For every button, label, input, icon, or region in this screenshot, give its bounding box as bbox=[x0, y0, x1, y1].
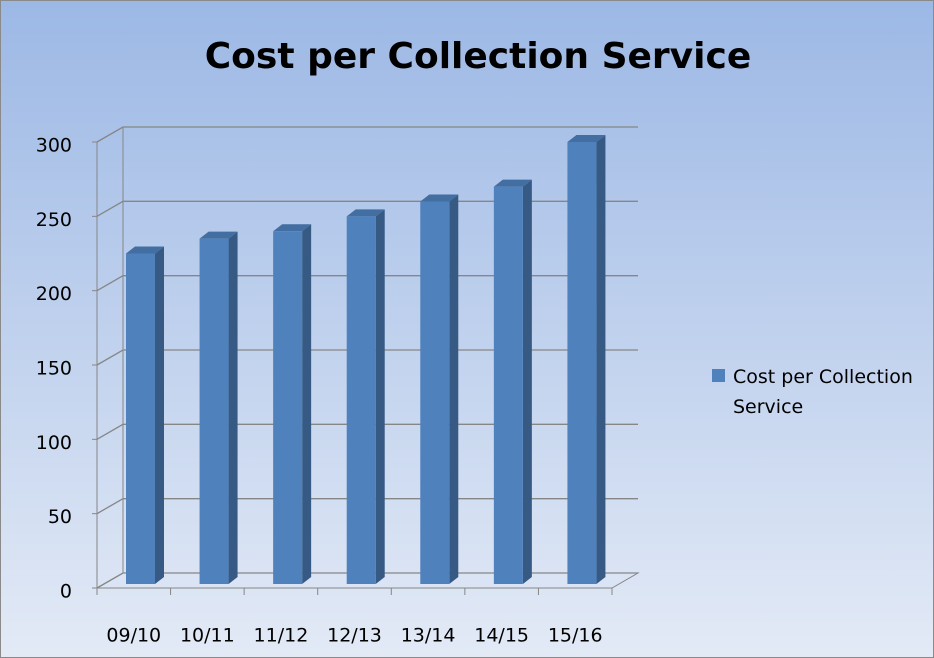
bar-top bbox=[126, 246, 164, 254]
x-tick-label: 13/14 bbox=[401, 625, 456, 647]
bar-front bbox=[199, 238, 229, 584]
grid-line bbox=[96, 349, 638, 366]
legend: Cost per Collection Service bbox=[712, 362, 927, 422]
bar bbox=[273, 224, 312, 584]
x-tick-label: 14/15 bbox=[474, 625, 529, 647]
bar-top bbox=[493, 179, 532, 187]
x-tick-label: 15/16 bbox=[548, 625, 603, 647]
grid-line bbox=[96, 126, 638, 143]
bar-top bbox=[567, 135, 606, 142]
bar-side bbox=[522, 179, 532, 584]
grid-line bbox=[96, 200, 638, 217]
legend-label: Cost per Collection Service bbox=[733, 366, 913, 418]
x-tick-label: 09/10 bbox=[106, 625, 161, 647]
bar-side bbox=[155, 246, 164, 584]
bar-front bbox=[126, 253, 155, 584]
bar bbox=[199, 231, 238, 584]
bar-side bbox=[449, 194, 459, 584]
bar-top bbox=[420, 194, 459, 202]
y-tick-label: 50 bbox=[48, 506, 72, 528]
x-tick-label: 11/12 bbox=[254, 625, 309, 647]
bar-top bbox=[273, 224, 312, 232]
y-tick-label: 100 bbox=[36, 432, 72, 454]
grid-line bbox=[96, 572, 638, 589]
grid-line bbox=[96, 423, 638, 440]
y-tick-label: 200 bbox=[36, 283, 72, 305]
bar bbox=[567, 135, 606, 584]
bar-side bbox=[596, 135, 606, 584]
bar bbox=[493, 179, 532, 584]
bar-top bbox=[199, 231, 238, 239]
y-tick-label: 300 bbox=[36, 135, 72, 157]
bar bbox=[126, 246, 164, 584]
bar-front bbox=[567, 142, 597, 584]
y-tick-label: 250 bbox=[36, 209, 72, 231]
grid-line bbox=[96, 275, 638, 292]
bar-side bbox=[302, 224, 312, 584]
bar-front bbox=[493, 186, 523, 584]
bar bbox=[420, 194, 459, 584]
y-tick-label: 0 bbox=[60, 581, 72, 603]
bar-front bbox=[346, 216, 376, 585]
chart-title: Cost per Collection Service bbox=[205, 36, 752, 77]
y-tick-label: 150 bbox=[36, 358, 72, 380]
bar-front bbox=[273, 231, 303, 584]
x-tick-label: 10/11 bbox=[180, 625, 235, 647]
grid-line bbox=[96, 498, 638, 515]
legend-swatch bbox=[712, 369, 725, 382]
bar-top bbox=[346, 209, 385, 217]
bar-side bbox=[375, 209, 385, 585]
x-tick-label: 12/13 bbox=[327, 625, 382, 647]
bar-side bbox=[228, 231, 238, 584]
bar-front bbox=[420, 201, 450, 584]
bar bbox=[346, 209, 385, 585]
